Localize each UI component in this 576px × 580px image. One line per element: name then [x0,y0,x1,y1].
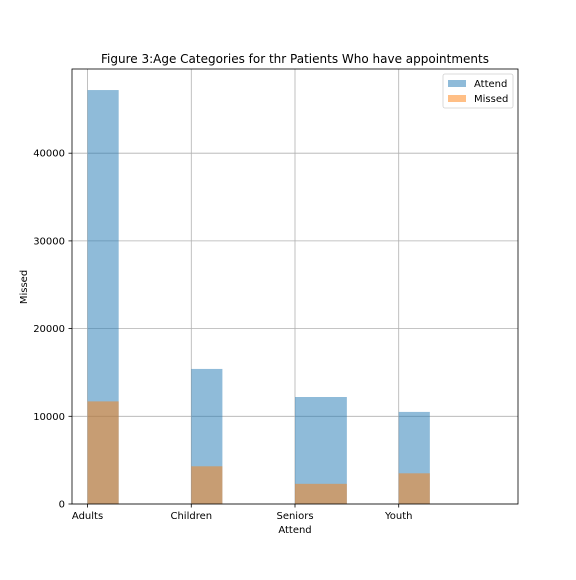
bar-missed-youth [399,473,430,504]
y-tick-label: 10000 [33,412,65,423]
y-tick-label: 30000 [33,236,65,247]
x-tick-label: Children [170,511,212,522]
x-tick-label: Youth [384,511,413,522]
y-axis-label: Missed [19,270,30,304]
bar-missed-children [191,466,222,504]
y-tick-label: 0 [59,500,65,511]
x-tick-label: Adults [72,511,103,522]
y-tick-label: 40000 [33,149,65,160]
x-tick-label: Seniors [276,511,313,522]
bar-missed-adults [88,401,119,504]
legend-label-attend: Attend [474,79,507,90]
chart-title: Figure 3:Age Categories for thr Patients… [101,52,489,66]
x-axis-label: Attend [278,525,311,536]
legend-swatch-missed [448,95,466,102]
bar-missed-seniors [295,484,347,504]
y-tick-label: 20000 [33,324,65,335]
legend-label-missed: Missed [474,94,508,105]
legend-swatch-attend [448,80,466,87]
legend: Attend Missed [443,74,513,108]
